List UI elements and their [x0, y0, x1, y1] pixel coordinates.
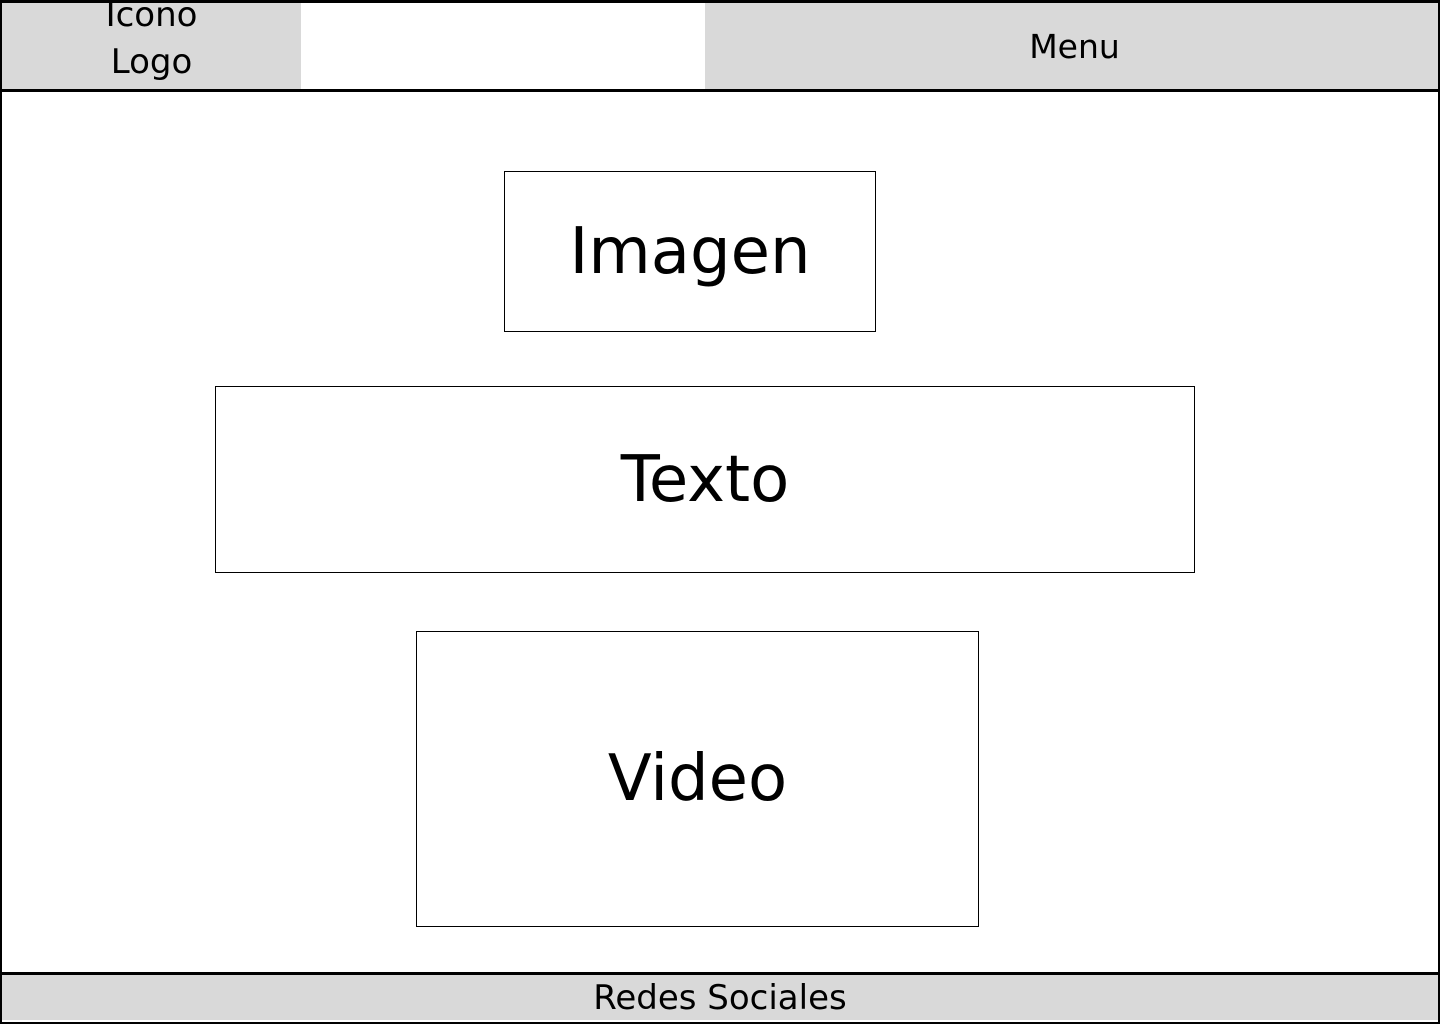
logo-area[interactable]: Icono Logo	[2, 3, 301, 89]
text-label: Texto	[620, 442, 790, 517]
image-label: Imagen	[569, 214, 811, 289]
text-placeholder: Texto	[215, 386, 1195, 573]
menu-button[interactable]: Menu	[705, 3, 1438, 89]
logo-label: Icono Logo	[105, 3, 198, 82]
header-bar: Icono Logo Menu	[2, 0, 1438, 92]
menu-label: Menu	[1029, 26, 1120, 66]
footer-social-bar[interactable]: Redes Sociales	[2, 972, 1438, 1020]
video-label: Video	[607, 742, 788, 816]
image-placeholder: Imagen	[504, 171, 876, 332]
social-label: Redes Sociales	[593, 977, 847, 1018]
video-placeholder[interactable]: Video	[416, 631, 979, 927]
header-spacer	[301, 3, 705, 89]
